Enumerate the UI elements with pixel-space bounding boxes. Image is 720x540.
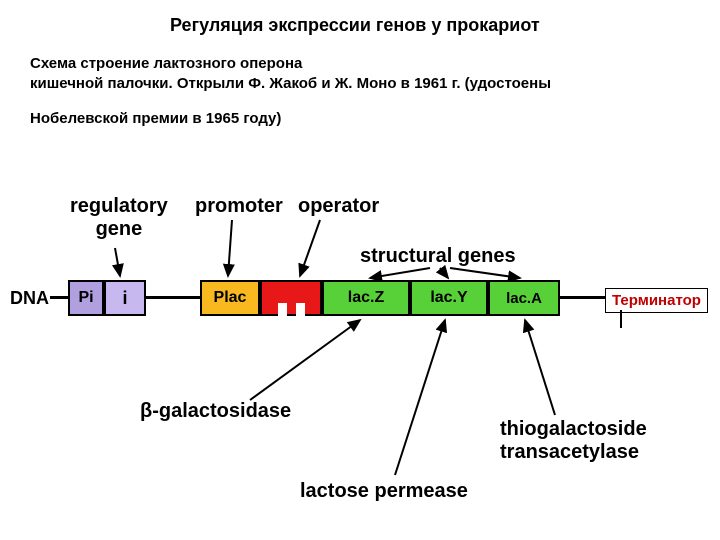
dna-line-2 (145, 296, 200, 299)
block-plac: Plac (200, 280, 260, 316)
subtitle-1: Схема строение лактозного оперона (30, 55, 302, 72)
subtitle-2: кишечной палочки. Открыли Ф. Жакоб и Ж. … (30, 75, 551, 92)
label-structural-genes: structural genes (360, 245, 516, 268)
label-promoter: promoter (195, 195, 283, 218)
operator-notch-1 (278, 303, 287, 316)
terminator-tick (620, 310, 622, 328)
label-operator: operator (298, 195, 379, 218)
dna-line-1 (50, 296, 68, 299)
block-lacA: lac.A (488, 280, 560, 316)
operator-notch-2 (296, 303, 305, 316)
label-regulatory-gene: regulatory gene (70, 195, 168, 241)
block-i: i (104, 280, 146, 316)
label-thiogalactoside: thiogalactoside transacetylase (500, 418, 647, 464)
label-beta-galactosidase: β-galactosidase (140, 400, 291, 423)
page-title: Регуляция экспрессии генов у прокариот (170, 15, 540, 36)
block-operator (260, 280, 322, 316)
label-dna: DNA (10, 288, 49, 309)
block-lacZ: lac.Z (322, 280, 410, 316)
label-lactose-permease: lactose permease (300, 480, 468, 503)
subtitle-3: Нобелевской премии в 1965 году) (30, 110, 281, 127)
block-lacY: lac.Y (410, 280, 488, 316)
block-pi: Pi (68, 280, 104, 316)
